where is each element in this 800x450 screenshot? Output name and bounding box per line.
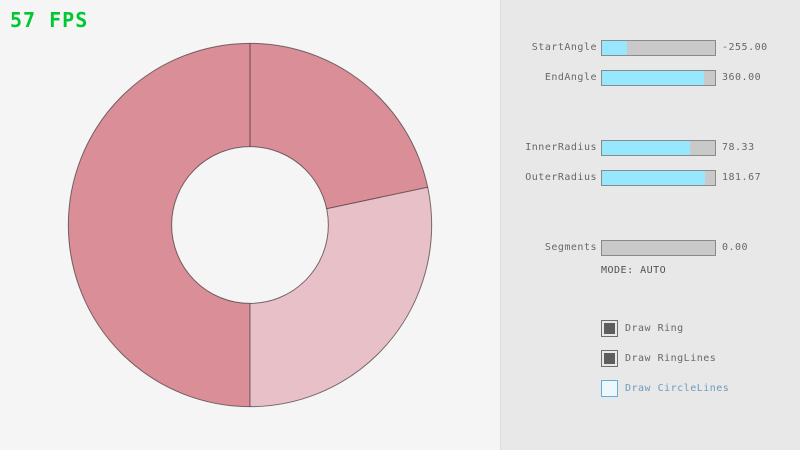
endangle-value: 360.00 <box>722 72 762 83</box>
outerradius-value: 181.67 <box>722 172 762 183</box>
endangle-slider[interactable] <box>601 70 716 86</box>
checkbox-row-draw-ringlines: Draw RingLines <box>501 350 800 367</box>
innerradius-value: 78.33 <box>722 142 755 153</box>
checkmark-fill <box>604 353 615 364</box>
checkbox-row-draw-ring: Draw Ring <box>501 320 800 337</box>
slider-row-endangle: EndAngle 360.00 <box>501 70 800 86</box>
controls-panel: StartAngle -255.00 EndAngle 360.00 Inner… <box>500 0 800 450</box>
draw-circlelines-label: Draw CircleLines <box>625 383 730 394</box>
endangle-label: EndAngle <box>544 72 597 83</box>
startangle-slider[interactable] <box>601 40 716 56</box>
draw-ring-label: Draw Ring <box>625 323 684 334</box>
innerradius-slider[interactable] <box>601 140 716 156</box>
outerradius-slider[interactable] <box>601 170 716 186</box>
checkmark-fill <box>604 383 615 394</box>
slider-row-startangle: StartAngle -255.00 <box>501 40 800 56</box>
draw-ringlines-label: Draw RingLines <box>625 353 717 364</box>
endangle-slider-fill <box>602 71 704 85</box>
draw-ringlines-checkbox[interactable] <box>601 350 618 367</box>
ring-radial-lines <box>249 43 428 407</box>
slider-row-innerradius: InnerRadius 78.33 <box>501 140 800 156</box>
slider-row-segments: Segments 0.00 <box>501 240 800 256</box>
checkbox-row-draw-circlelines: Draw CircleLines <box>501 380 800 397</box>
startangle-label: StartAngle <box>531 42 597 53</box>
segments-mode-text: MODE: AUTO <box>601 265 667 276</box>
draw-ring-checkbox[interactable] <box>601 320 618 337</box>
outerradius-label: OuterRadius <box>525 172 597 183</box>
startangle-slider-fill <box>602 41 627 55</box>
startangle-value: -255.00 <box>722 42 768 53</box>
ring-chart <box>67 42 433 408</box>
segments-label: Segments <box>544 242 597 253</box>
slider-row-outerradius: OuterRadius 181.67 <box>501 170 800 186</box>
segments-value: 0.00 <box>722 242 749 253</box>
fps-counter: 57 FPS <box>10 8 89 32</box>
segments-slider[interactable] <box>601 240 716 256</box>
innerradius-label: InnerRadius <box>525 142 597 153</box>
ring-outline <box>67 42 433 408</box>
outerradius-slider-fill <box>602 171 705 185</box>
innerradius-slider-fill <box>602 141 691 155</box>
checkmark-fill <box>604 323 615 334</box>
ring-segment-light <box>250 187 432 407</box>
draw-circlelines-checkbox[interactable] <box>601 380 618 397</box>
